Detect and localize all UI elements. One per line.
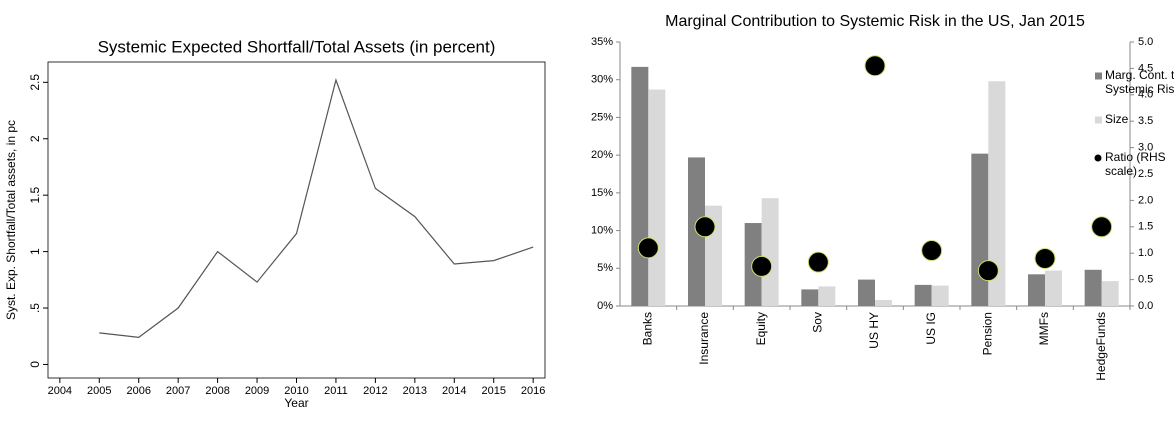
legend-label: Size xyxy=(1105,112,1129,126)
x-tick-label: 2009 xyxy=(245,385,269,397)
y-tick-label: 20% xyxy=(591,149,613,161)
bar xyxy=(875,299,892,306)
x-tick-label: Equity xyxy=(754,312,768,345)
x-tick-label: 2008 xyxy=(205,385,229,397)
y-axis-label: Syst. Exp. Shortfall/Total assets, in pc xyxy=(4,120,18,320)
y-tick-label: 10% xyxy=(591,224,613,236)
x-tick-label: Insurance xyxy=(697,312,711,365)
x-tick-label: 2004 xyxy=(48,385,72,397)
bar xyxy=(1045,270,1062,306)
ratio-dot xyxy=(637,237,659,259)
bar xyxy=(1028,274,1045,306)
y2-tick-label: 3.5 xyxy=(1138,115,1153,127)
bar xyxy=(818,286,836,306)
x-tick-label: Pension xyxy=(981,312,995,355)
ratio-dot xyxy=(921,240,943,262)
chart-title: Marginal Contribution to Systemic Risk i… xyxy=(665,13,1085,30)
y-tick-label: 0% xyxy=(597,300,613,312)
y-tick-label: 2 xyxy=(28,135,42,142)
y2-tick-label: 1.5 xyxy=(1138,221,1153,233)
bar xyxy=(931,285,949,306)
x-tick-label: 2014 xyxy=(442,385,466,397)
legend-label: Ratio (RHS scale) xyxy=(1105,150,1166,178)
line-series xyxy=(99,78,534,338)
y-tick-label: 2.5 xyxy=(28,74,42,91)
y2-tick-label: 1.0 xyxy=(1138,247,1153,259)
bar xyxy=(988,81,1006,306)
x-tick-label: 2010 xyxy=(284,385,308,397)
plot-frame xyxy=(47,61,546,379)
y2-tick-label: 4.5 xyxy=(1138,62,1153,74)
bar xyxy=(761,198,779,306)
x-tick-label: 2012 xyxy=(363,385,387,397)
x-axis-label: Year xyxy=(284,396,308,410)
x-tick-label: Sov xyxy=(811,312,825,333)
bar xyxy=(1101,281,1119,306)
y2-tick-label: 2.5 xyxy=(1138,168,1153,180)
y-tick-label: 0 xyxy=(28,361,42,368)
x-tick-label: 2011 xyxy=(324,385,348,397)
ratio-dot xyxy=(751,255,773,277)
bar xyxy=(971,153,989,306)
ratio-dot xyxy=(1034,247,1056,269)
x-tick-label: 2016 xyxy=(521,385,545,397)
legend-swatch xyxy=(1094,154,1102,162)
bar xyxy=(914,284,932,306)
legend-swatch xyxy=(1095,116,1102,124)
legend-swatch xyxy=(1095,72,1102,80)
bar xyxy=(1084,269,1102,306)
bar xyxy=(648,89,666,307)
y2-tick-label: 2.0 xyxy=(1138,194,1153,206)
y2-tick-label: 0.5 xyxy=(1138,274,1153,286)
bar xyxy=(631,66,649,307)
y2-tick-label: 3.0 xyxy=(1138,142,1153,154)
ratio-dot xyxy=(1091,216,1113,238)
x-tick-label: 2013 xyxy=(403,385,427,397)
x-tick-label: Banks xyxy=(641,312,655,345)
x-tick-label: 2006 xyxy=(126,385,150,397)
y2-tick-label: 0.0 xyxy=(1138,300,1153,312)
y-tick-label: 15% xyxy=(591,187,613,199)
x-tick-label: US HY xyxy=(867,312,881,349)
y-tick-label: 1.5 xyxy=(28,187,42,204)
ratio-dot xyxy=(977,260,999,282)
y-tick-label: 25% xyxy=(591,111,613,123)
x-tick-label: 2007 xyxy=(166,385,190,397)
x-tick-label: MMFs xyxy=(1037,312,1051,345)
y2-tick-label: 5.0 xyxy=(1138,36,1153,48)
chart-title: Systemic Expected Shortfall/Total Assets… xyxy=(98,37,496,56)
x-tick-label: 2005 xyxy=(87,385,111,397)
x-tick-label: HedgeFunds xyxy=(1094,312,1108,381)
ratio-dot xyxy=(694,216,716,238)
y-tick-label: 35% xyxy=(591,36,613,48)
ratio-dot xyxy=(807,251,829,273)
y-tick-label: 5% xyxy=(597,262,613,274)
ratio-dot xyxy=(864,55,886,77)
y-tick-label: .5 xyxy=(28,303,42,313)
y-tick-label: 1 xyxy=(28,248,42,255)
bar xyxy=(858,279,875,306)
y-tick-label: 30% xyxy=(591,74,613,86)
legend-label: Marg. Cont. to Systemic Risk xyxy=(1105,68,1174,96)
x-tick-label: 2015 xyxy=(481,385,505,397)
y2-tick-label: 4.0 xyxy=(1138,89,1153,101)
bar xyxy=(801,289,819,306)
x-tick-label: US IG xyxy=(924,312,938,345)
